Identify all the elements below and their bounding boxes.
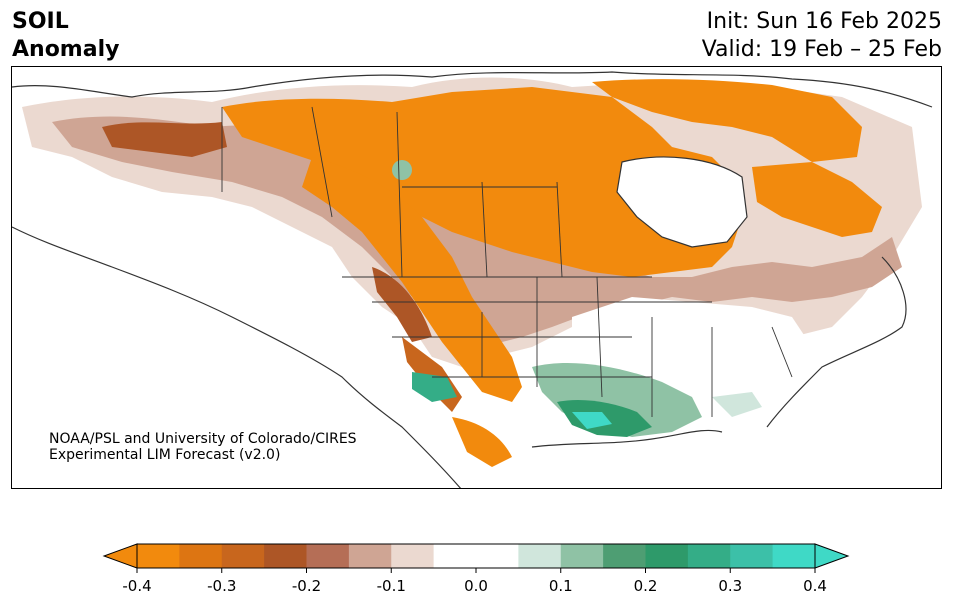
credit-line-2: Experimental LIM Forecast (v2.0) xyxy=(49,447,281,463)
anomaly-region-dark-brown-rockies xyxy=(372,267,432,342)
title-line-soil: SOIL xyxy=(12,9,69,34)
colorbar-segment xyxy=(645,544,689,568)
valid-range: Valid: 19 Feb – 25 Feb xyxy=(701,37,942,62)
colorbar-segment xyxy=(603,544,646,568)
colorbar-segment xyxy=(137,544,180,568)
colorbar-tick-label: 0.4 xyxy=(803,577,827,595)
political-borders xyxy=(221,106,793,417)
map-canvas xyxy=(12,71,933,488)
hudson-bay xyxy=(617,157,747,247)
anomaly-region-light-green xyxy=(532,362,702,437)
colorbar-segment xyxy=(772,544,816,568)
colorbar-tick-label: -0.4 xyxy=(122,577,152,595)
credit-text: NOAA/PSL and University of Colorado/CIRE… xyxy=(49,431,357,463)
colorbar-tick-label: 0.1 xyxy=(548,577,573,595)
colorbar-segment xyxy=(560,544,604,568)
credit-line-1: NOAA/PSL and University of Colorado/CIRE… xyxy=(49,431,357,447)
colorbar-segment xyxy=(306,544,350,568)
colorbar-min-arrow xyxy=(102,543,138,569)
coastlines xyxy=(12,71,933,488)
border-line xyxy=(771,326,793,378)
anomaly-region-orange-labrador xyxy=(752,162,882,237)
colorbar-segment xyxy=(730,544,774,568)
anomaly-region-orange-mexico xyxy=(452,417,512,467)
colorbar-segment xyxy=(433,544,477,568)
colorbar-segment xyxy=(687,544,731,568)
colorbar-tick-label: 0.2 xyxy=(633,577,658,595)
colorbar-tick-label: 0.0 xyxy=(464,577,488,595)
border-line xyxy=(396,111,403,278)
border-line xyxy=(556,181,563,278)
anomaly-region-orange-arctic xyxy=(592,79,862,162)
colorbar-segments xyxy=(102,543,850,569)
colorbar-tick-label: -0.1 xyxy=(376,577,406,595)
arctic-coast xyxy=(12,71,933,108)
border-line xyxy=(596,276,603,398)
atlantic-coast xyxy=(766,256,907,428)
border-line xyxy=(481,181,488,278)
anomaly-region-green-southwest xyxy=(412,372,457,402)
colorbar xyxy=(102,543,850,573)
colorbar-tick-label: -0.3 xyxy=(207,577,237,595)
title-line-anomaly: Anomaly xyxy=(12,37,120,62)
colorbar-segment xyxy=(264,544,307,568)
anomaly-region-pale-green-southeast xyxy=(712,392,762,417)
forecast-dates: Init: Sun 16 Feb 2025 Valid: 19 Feb – 25… xyxy=(702,8,942,64)
colorbar-segment xyxy=(518,544,562,568)
colorbar-segment xyxy=(348,544,392,568)
hudson-bay-coast xyxy=(616,156,748,248)
anomaly-region-orange-plains xyxy=(302,157,522,402)
colorbar-segment xyxy=(179,544,223,568)
init-date: Init: Sun 16 Feb 2025 xyxy=(706,9,942,34)
anomaly-region-green-spot xyxy=(392,160,412,180)
colorbar-segment xyxy=(221,544,265,568)
pacific-coast xyxy=(12,226,462,488)
anomaly-region-dark-brown-west xyxy=(102,122,227,157)
colorbar-tick-label: 0.3 xyxy=(718,577,743,595)
anomaly-map xyxy=(11,66,942,489)
colorbar-ticks xyxy=(136,568,816,573)
colorbar-segment xyxy=(391,544,435,568)
anomaly-region-cyan-texas xyxy=(572,412,612,429)
gulf-coast xyxy=(531,429,723,448)
colorbar-tick-label: -0.2 xyxy=(291,577,322,595)
border-line xyxy=(311,106,333,218)
anomaly-fill-layer xyxy=(22,77,922,467)
map-title: SOIL Anomaly xyxy=(12,8,119,64)
colorbar-segment xyxy=(476,544,519,568)
colorbar-max-arrow xyxy=(814,543,850,569)
